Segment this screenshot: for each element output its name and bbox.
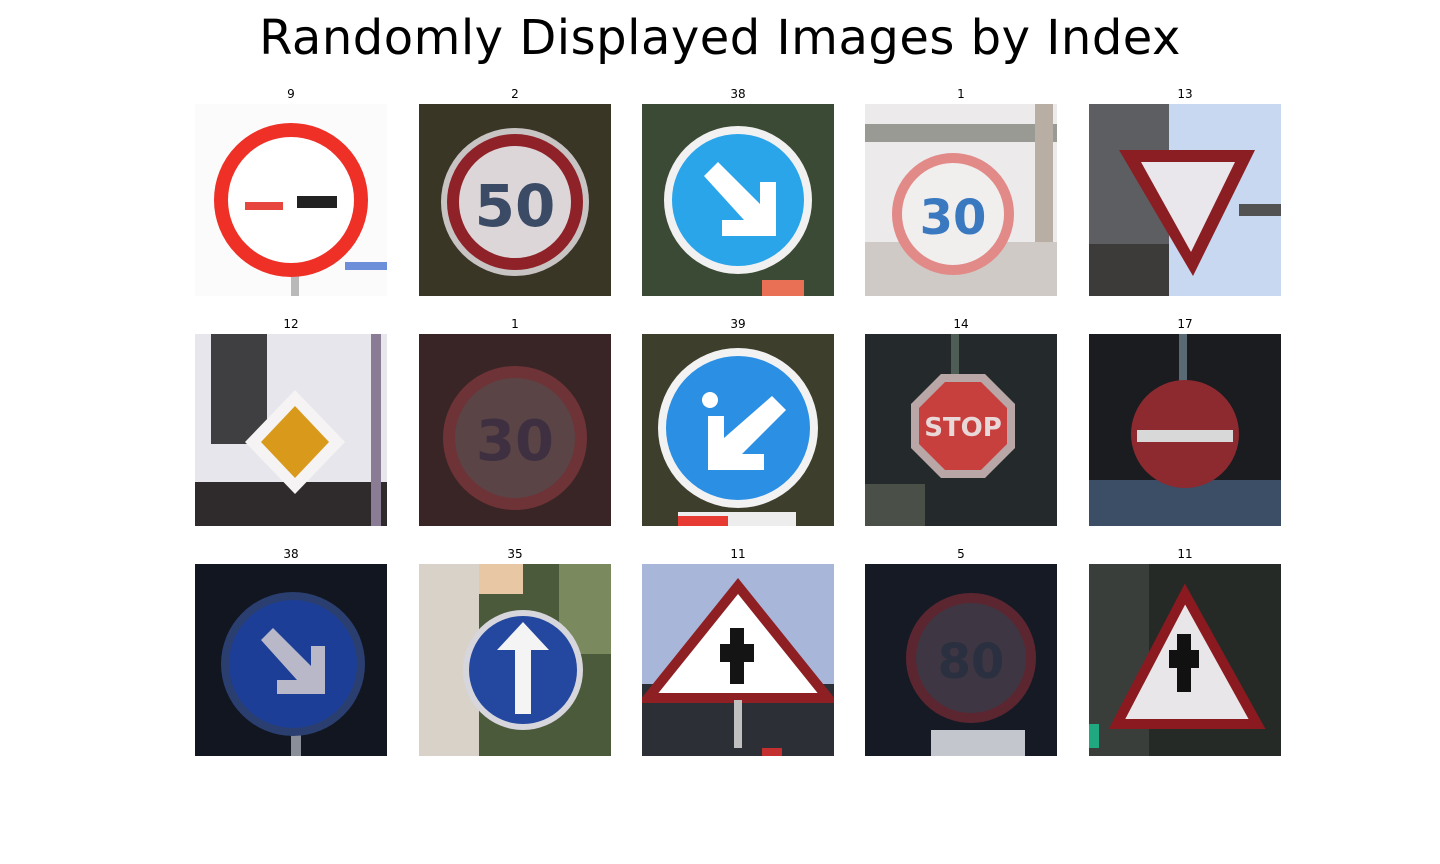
image-cell: 39 (642, 316, 834, 526)
image-cell: 38 (195, 546, 387, 756)
speed-limit-30-sign-image: 30 (865, 104, 1057, 296)
image-cell: 35 (419, 546, 611, 756)
figure-title: Randomly Displayed Images by Index (259, 10, 1181, 66)
image-index-label: 9 (287, 87, 295, 101)
image-cell: 14 STOP (865, 316, 1057, 526)
image-index-label: 38 (730, 87, 746, 101)
keep-right-sign-image (642, 104, 834, 296)
image-index-label: 38 (283, 547, 299, 561)
svg-text:50: 50 (475, 172, 556, 240)
image-index-label: 14 (953, 317, 969, 331)
speed-limit-30-sign-image: 30 (419, 334, 611, 526)
image-index-label: 11 (730, 547, 746, 561)
image-index-label: 39 (730, 317, 746, 331)
yield-sign-image (1089, 104, 1281, 296)
image-cell: 9 (195, 86, 387, 296)
speed-limit-50-sign-image: 50 (419, 104, 611, 296)
image-index-label: 5 (957, 547, 965, 561)
image-index-label: 35 (507, 547, 523, 561)
image-cell: 1 30 (419, 316, 611, 526)
right-of-way-sign-image (642, 564, 834, 756)
image-cell: 2 50 (419, 86, 611, 296)
image-index-label: 1 (511, 317, 519, 331)
right-of-way-sign-image (1089, 564, 1281, 756)
no-overtaking-sign-image (195, 104, 387, 296)
image-index-label: 1 (957, 87, 965, 101)
image-index-label: 17 (1177, 317, 1193, 331)
image-cell: 17 (1089, 316, 1281, 526)
priority-road-sign-image (195, 334, 387, 526)
stop-sign-image: STOP (865, 334, 1057, 526)
svg-text:30: 30 (476, 409, 554, 474)
svg-text:80: 80 (938, 634, 1005, 690)
image-index-label: 2 (511, 87, 519, 101)
no-entry-sign-image (1089, 334, 1281, 526)
keep-right-sign-image (195, 564, 387, 756)
image-cell: 38 (642, 86, 834, 296)
image-index-label: 13 (1177, 87, 1193, 101)
image-cell: 13 (1089, 86, 1281, 296)
image-cell: 1 30 (865, 86, 1057, 296)
keep-left-sign-image (642, 334, 834, 526)
svg-text:STOP: STOP (924, 413, 1002, 443)
image-index-label: 11 (1177, 547, 1193, 561)
image-cell: 11 (642, 546, 834, 756)
ahead-only-sign-image (419, 564, 611, 756)
image-cell: 5 80 (865, 546, 1057, 756)
svg-text:30: 30 (920, 190, 987, 246)
image-cell: 11 (1089, 546, 1281, 756)
speed-limit-80-sign-image: 80 (865, 564, 1057, 756)
image-cell: 12 (195, 316, 387, 526)
image-index-label: 12 (283, 317, 299, 331)
